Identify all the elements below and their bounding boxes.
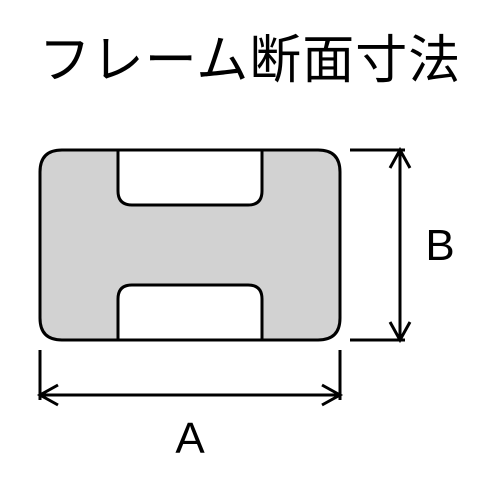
dimension-A-label: A [175, 414, 205, 463]
diagram-title: フレーム断面寸法 [39, 18, 461, 93]
dimension-B-label: B [425, 221, 454, 270]
cross-section-shape [40, 150, 340, 340]
dimension-B [350, 150, 410, 340]
diagram-container: フレーム断面寸法 A [0, 0, 500, 500]
dimension-A [40, 350, 340, 405]
